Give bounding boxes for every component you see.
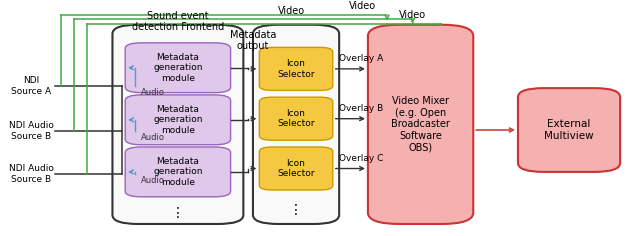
Text: Audio: Audio [141,177,165,185]
Text: Video: Video [278,6,305,16]
FancyBboxPatch shape [259,147,333,190]
FancyBboxPatch shape [125,43,230,93]
Text: Metadata
output: Metadata output [230,30,276,51]
Text: Audio: Audio [141,88,165,97]
Text: Icon
Selector: Icon Selector [277,109,315,128]
FancyBboxPatch shape [113,25,243,224]
Text: Icon
Selector: Icon Selector [277,159,315,178]
Text: Sound event
detection Frontend: Sound event detection Frontend [132,11,224,32]
Text: ⋮: ⋮ [289,203,303,217]
Text: NDI Audio
Source B: NDI Audio Source B [9,164,54,184]
FancyBboxPatch shape [259,47,333,90]
Text: Metadata
generation
module: Metadata generation module [153,157,203,187]
Text: Metadata
generation
module: Metadata generation module [153,105,203,135]
Text: Overlay C: Overlay C [339,154,383,163]
Text: Video: Video [349,1,376,11]
Text: Video: Video [399,10,426,20]
FancyBboxPatch shape [259,97,333,140]
Text: NDI Audio
Source B: NDI Audio Source B [9,122,54,141]
Text: External
Multiview: External Multiview [544,119,594,141]
Text: Overlay A: Overlay A [339,54,383,63]
FancyBboxPatch shape [518,88,620,172]
Text: Icon
Selector: Icon Selector [277,59,315,79]
FancyBboxPatch shape [125,147,230,197]
Text: NDI
Source A: NDI Source A [12,76,51,96]
FancyBboxPatch shape [253,25,339,224]
FancyBboxPatch shape [368,25,473,224]
FancyBboxPatch shape [125,95,230,145]
Text: ⋮: ⋮ [171,206,185,220]
Text: Video Mixer
(e.g. Open
Broadcaster
Software
OBS): Video Mixer (e.g. Open Broadcaster Softw… [391,96,450,152]
Text: Metadata
generation
module: Metadata generation module [153,53,203,83]
Text: Audio: Audio [141,133,165,143]
Text: Overlay B: Overlay B [339,104,383,113]
